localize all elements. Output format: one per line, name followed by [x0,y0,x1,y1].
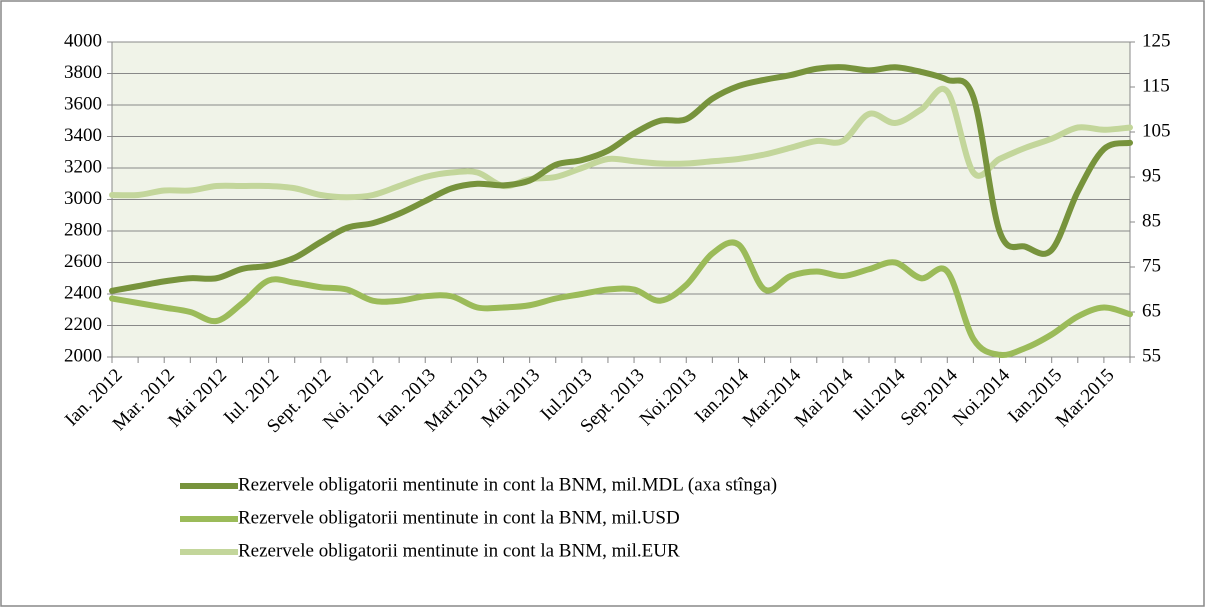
y-tick-label: 2800 [64,219,102,240]
y-tick-label: 2400 [64,282,102,303]
y-tick-label: 4000 [64,30,102,51]
y2-tick-label: 125 [1142,30,1171,51]
y2-tick-label: 55 [1142,345,1161,366]
y-tick-label: 3400 [64,125,102,146]
y-tick-label: 2200 [64,314,102,335]
legend-label: Rezervele obligatorii mentinute in cont … [238,474,777,495]
y2-tick-label: 65 [1142,300,1161,321]
series-line [109,64,1133,294]
y-tick-label: 3000 [64,188,102,209]
y-tick-label: 3800 [64,62,102,83]
series-line [109,239,1133,359]
y2-tick-label: 85 [1142,210,1161,231]
y-tick-label: 3600 [64,93,102,114]
y2-tick-label: 95 [1142,165,1161,186]
legend-label: Rezervele obligatorii mentinute in cont … [238,540,680,561]
y2-tick-label: 105 [1142,120,1171,141]
y-tick-label: 2600 [64,251,102,272]
series-line [109,86,1133,201]
legend-label: Rezervele obligatorii mentinute in cont … [238,507,680,528]
y-tick-label: 3200 [64,156,102,177]
y2-tick-label: 115 [1142,75,1170,96]
y-tick-label: 2000 [64,345,102,366]
y2-tick-label: 75 [1142,255,1161,276]
